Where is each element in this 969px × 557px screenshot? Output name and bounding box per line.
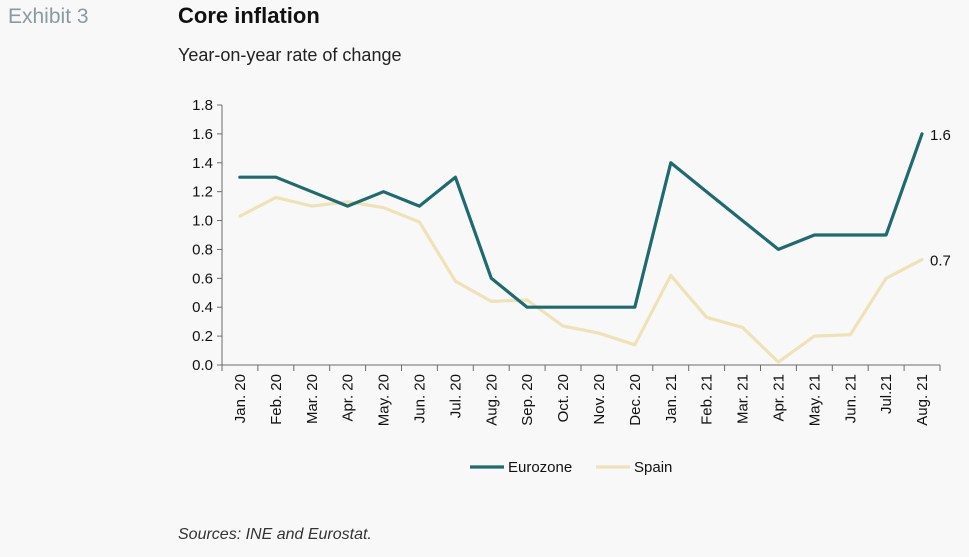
x-tick-label: Aug. 20 <box>483 374 500 426</box>
legend-label-spain: Spain <box>634 459 672 476</box>
y-tick-label: 0.0 <box>192 357 213 374</box>
x-tick-label: Dec. 20 <box>627 374 644 426</box>
chart-title: Core inflation <box>178 3 320 28</box>
x-tick-label: Mar. 21 <box>735 374 752 424</box>
y-tick-label: 1.6 <box>192 126 213 143</box>
x-tick-label: Nov. 20 <box>591 374 608 425</box>
x-tick-label: Jun. 20 <box>411 374 428 423</box>
x-tick-label: Mar. 20 <box>304 374 321 424</box>
y-tick-label: 0.2 <box>192 328 213 345</box>
series-line-eurozone <box>238 132 924 309</box>
legend-label-eurozone: Eurozone <box>508 459 572 476</box>
y-tick-label: 1.0 <box>192 213 213 230</box>
x-tick-label: Jul. 20 <box>447 374 464 418</box>
end-value-label-spain: 0.7 <box>930 253 951 270</box>
end-value-label-eurozone: 1.6 <box>930 127 951 144</box>
series-line-spain <box>238 195 924 364</box>
x-tick-label: Jan. 21 <box>663 374 680 423</box>
x-tick-label: May. 20 <box>376 374 393 426</box>
x-tick-label: Oct. 20 <box>555 374 572 422</box>
x-tick-label: Apr. 20 <box>340 374 357 422</box>
chart-subtitle: Year-on-year rate of change <box>178 45 402 65</box>
x-tick-label: May. 21 <box>806 374 823 426</box>
y-tick-label: 0.4 <box>192 299 213 316</box>
exhibit-label: Exhibit 3 <box>8 5 89 28</box>
source-note: Sources: INE and Eurostat. <box>178 526 372 543</box>
x-tick-label: Apr. 21 <box>770 374 787 422</box>
y-tick-label: 0.6 <box>192 270 213 287</box>
y-tick-label: 1.2 <box>192 184 213 201</box>
x-tick-label: Feb. 21 <box>699 374 716 425</box>
x-tick-label: Aug. 21 <box>914 374 931 426</box>
y-tick-label: 0.8 <box>192 241 213 258</box>
x-tick-label: Sep. 20 <box>519 374 536 426</box>
x-tick-label: Jan. 20 <box>232 374 249 423</box>
y-tick-label: 1.8 <box>192 97 213 114</box>
x-tick-label: Jul.21 <box>878 374 895 414</box>
x-tick-label: Jun. 21 <box>842 374 859 423</box>
x-tick-label: Feb. 20 <box>268 374 285 425</box>
y-tick-label: 1.4 <box>192 155 213 172</box>
